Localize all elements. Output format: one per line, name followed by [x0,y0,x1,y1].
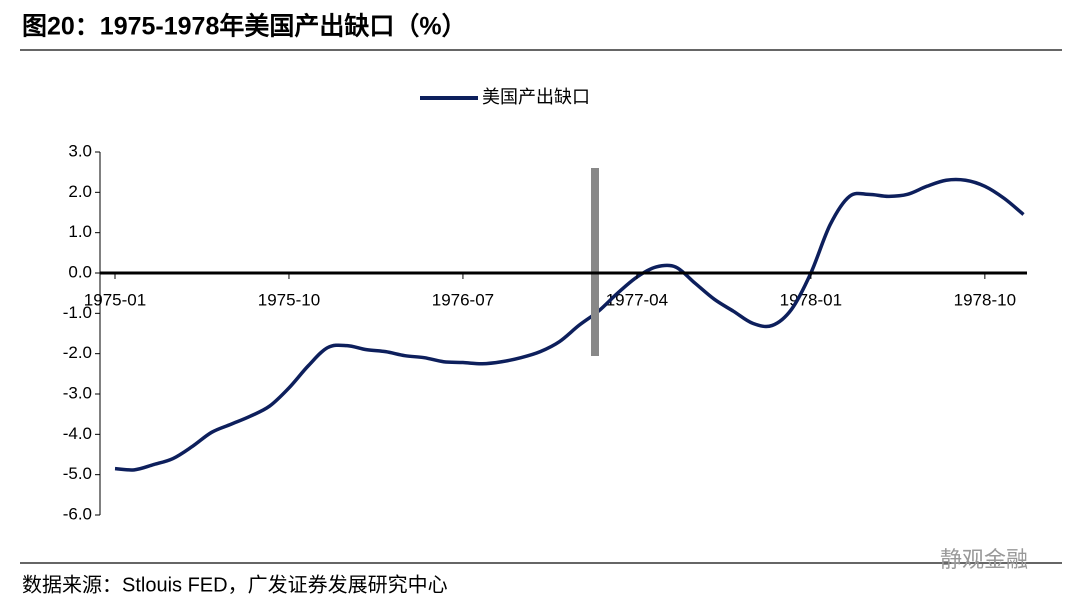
x-tick-label: 1977-04 [606,290,668,309]
y-tick-label: 3.0 [68,141,92,160]
x-tick-label: 1976-07 [432,290,494,309]
x-tick-label: 1978-01 [780,290,842,309]
y-tick-label: -5.0 [63,464,92,483]
source: 数据来源：Stlouis FED，广发证券发展研究中心 [22,573,448,596]
x-tick-label: 1978-10 [954,290,1016,309]
y-tick-label: 1.0 [68,222,92,241]
y-tick-label: -6.0 [63,504,92,523]
y-tick-label: -1.0 [63,303,92,322]
y-tick-label: -4.0 [63,424,92,443]
y-tick-label: -2.0 [63,343,92,362]
chart-title: 图20：1975-1978年美国产出缺口（%） [22,12,467,41]
y-tick-label: 0.0 [68,262,92,281]
marker-bar [591,168,599,356]
y-tick-label: 2.0 [68,182,92,201]
watermark: 静观金融 [940,547,1028,572]
legend-label: 美国产出缺口 [482,87,590,107]
x-tick-label: 1975-10 [258,290,320,309]
x-tick-label: 1975-01 [84,290,146,309]
y-tick-label: -3.0 [63,383,92,402]
line-series [114,177,1025,472]
